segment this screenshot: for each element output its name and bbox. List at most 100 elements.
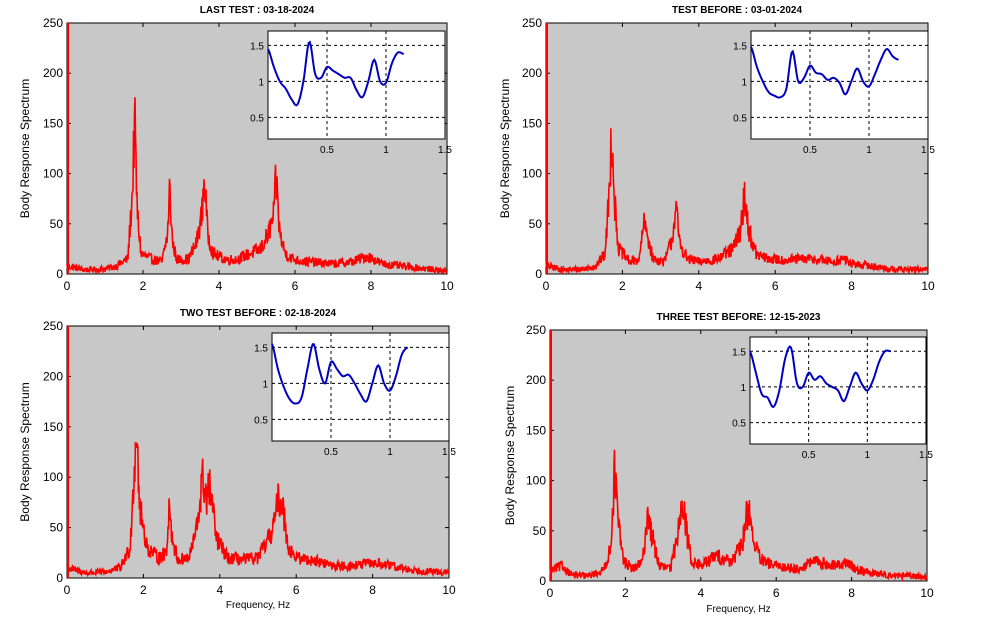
y-axis-label: Body Response Spectrum (498, 79, 512, 218)
x-tick-label: 4 (216, 583, 223, 597)
inset-y-tick-label: 0.5 (254, 415, 268, 426)
inset-x-tick-label: 1.5 (442, 447, 456, 458)
x-tick-label: 6 (292, 279, 299, 293)
y-tick-label: 100 (522, 167, 542, 181)
x-tick-label: 2 (140, 583, 147, 597)
inset-y-tick-label: 1 (740, 383, 746, 394)
y-tick-label: 150 (526, 423, 546, 437)
x-tick-label: 6 (772, 279, 779, 293)
x-tick-label: 2 (622, 586, 629, 600)
x-tick-label: 2 (619, 279, 626, 293)
x-tick-label: 6 (773, 586, 780, 600)
x-tick-label: 0 (64, 279, 71, 293)
y-tick-label: 100 (526, 474, 546, 488)
inset-y-tick-label: 1 (741, 77, 747, 88)
inset-panel: 0.5 1 1.5 0.5 1 1.5 (732, 336, 933, 461)
y-tick-label: 200 (43, 369, 63, 383)
inset-x-tick-label: 0.5 (802, 450, 816, 461)
x-tick-label: 8 (369, 583, 376, 597)
y-tick-label: 100 (43, 167, 63, 181)
inset-panel: 0.5 1 1.5 0.5 1 1.5 (733, 30, 935, 156)
spectrum-line (549, 449, 928, 582)
chart-panel-2: TEST BEFORE : 03-01-2024 Body Response Sp… (498, 5, 935, 293)
x-tick-label: 6 (293, 583, 300, 597)
spectrum-line (545, 128, 929, 275)
spectrum-line (66, 97, 448, 276)
y-tick-label: 50 (50, 521, 64, 535)
y-tick-label: 0 (56, 267, 63, 281)
inset-y-tick-label: 0.5 (733, 113, 747, 124)
y-tick-label: 250 (526, 323, 546, 337)
x-tick-label: 10 (921, 279, 935, 293)
y-tick-label: 150 (43, 116, 63, 130)
x-tick-label: 10 (442, 583, 456, 597)
inset-x-tick-label: 1.5 (919, 450, 933, 461)
inset-x-tick-label: 1 (866, 145, 872, 156)
inset-y-tick-label: 1.5 (250, 41, 264, 52)
inset-x-tick-label: 1 (865, 450, 871, 461)
x-tick-label: 4 (695, 279, 702, 293)
y-tick-label: 150 (43, 420, 63, 434)
inset-y-tick-label: 1.5 (733, 41, 747, 52)
chart-panel-1: LAST TEST : 03-18-2024 Body Response Spec… (18, 5, 454, 293)
inset-x-tick-label: 1.5 (438, 145, 452, 156)
inset-y-tick-label: 1 (258, 77, 264, 88)
chart-title: TWO TEST BEFORE : 02-18-2024 (180, 308, 337, 319)
inset-x-tick-label: 1 (383, 145, 389, 156)
inset-y-tick-label: 1.5 (254, 343, 268, 354)
inset-plot-area (271, 332, 450, 442)
x-tick-label: 8 (368, 279, 375, 293)
x-axis-label: Frequency, Hz (226, 600, 290, 611)
x-tick-label: 8 (848, 279, 855, 293)
spectrum-line (66, 442, 450, 578)
x-tick-label: 10 (920, 586, 934, 600)
x-tick-label: 10 (440, 279, 454, 293)
inset-line (750, 46, 899, 99)
y-tick-label: 50 (50, 217, 64, 231)
y-tick-label: 0 (535, 267, 542, 281)
y-tick-label: 200 (522, 66, 542, 80)
y-tick-label: 250 (43, 319, 63, 333)
chart-title: TEST BEFORE : 03-01-2024 (672, 5, 802, 16)
x-axis-label: Frequency, Hz (706, 604, 770, 615)
y-tick-label: 50 (533, 524, 547, 538)
inset-panel: 0.5 1 1.5 0.5 1 1.5 (250, 30, 452, 156)
inset-panel: 0.5 1 1.5 0.5 1 1.5 (254, 332, 456, 458)
y-tick-label: 50 (529, 217, 543, 231)
inset-plot-area (267, 30, 446, 140)
inset-x-tick-label: 1 (387, 447, 393, 458)
inset-y-tick-label: 1.5 (732, 347, 746, 358)
chart-panel-4: THREE TEST BEFORE: 12-15-2023 Body Respon… (503, 312, 934, 615)
inset-x-tick-label: 1.5 (921, 145, 935, 156)
inset-line (271, 343, 409, 405)
y-tick-label: 200 (43, 66, 63, 80)
y-tick-label: 0 (56, 571, 63, 585)
x-tick-label: 2 (140, 279, 147, 293)
x-tick-label: 8 (848, 586, 855, 600)
chart-title: THREE TEST BEFORE: 12-15-2023 (657, 312, 821, 323)
x-tick-label: 4 (216, 279, 223, 293)
y-axis-label: Body Response Spectrum (503, 386, 517, 525)
y-axis-label: Body Response Spectrum (18, 79, 32, 218)
inset-y-tick-label: 0.5 (732, 419, 746, 430)
inset-line (749, 345, 891, 409)
inset-x-tick-label: 0.5 (324, 447, 338, 458)
inset-x-tick-label: 0.5 (320, 145, 334, 156)
chart-title: LAST TEST : 03-18-2024 (200, 5, 315, 16)
y-tick-label: 0 (539, 574, 546, 588)
inset-line (267, 40, 405, 107)
x-tick-label: 4 (697, 586, 704, 600)
y-tick-label: 200 (526, 373, 546, 387)
inset-y-tick-label: 1 (262, 379, 268, 390)
y-tick-label: 150 (522, 116, 542, 130)
x-tick-label: 0 (543, 279, 550, 293)
inset-x-tick-label: 0.5 (803, 145, 817, 156)
x-tick-label: 0 (547, 586, 554, 600)
chart-panel-3: TWO TEST BEFORE : 02-18-2024 Body Respons… (18, 308, 456, 611)
y-tick-label: 100 (43, 470, 63, 484)
y-tick-label: 250 (522, 16, 542, 30)
y-axis-label: Body Response Spectrum (18, 382, 32, 521)
inset-y-tick-label: 0.5 (250, 113, 264, 124)
y-tick-label: 250 (43, 16, 63, 30)
